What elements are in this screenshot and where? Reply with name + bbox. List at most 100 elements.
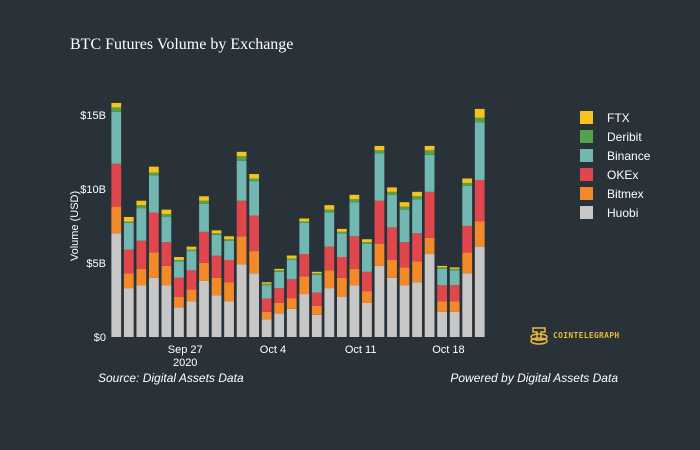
bar-segment-okex[interactable] <box>111 163 122 207</box>
bar-segment-deribit[interactable] <box>474 117 485 123</box>
bar-segment-okex[interactable] <box>161 242 172 266</box>
bar-segment-deribit[interactable] <box>299 221 310 223</box>
bar-segment-huobi[interactable] <box>286 308 297 337</box>
legend-item-bitmex[interactable]: Bitmex <box>580 184 650 203</box>
bar-segment-okex[interactable] <box>412 233 422 262</box>
bar-segment-deribit[interactable] <box>324 209 335 213</box>
bar-segment-huobi[interactable] <box>236 264 247 337</box>
bar-segment-ftx[interactable] <box>387 187 397 192</box>
bar-segment-huobi[interactable] <box>211 295 222 337</box>
bar-segment-okex[interactable] <box>424 191 435 238</box>
bar-segment-ftx[interactable] <box>111 102 122 108</box>
bar-segment-huobi[interactable] <box>148 277 159 337</box>
bar-segment-okex[interactable] <box>474 179 485 222</box>
bar-segment-huobi[interactable] <box>249 273 260 337</box>
bar-segment-huobi[interactable] <box>311 314 322 337</box>
bar-segment-deribit[interactable] <box>387 191 397 195</box>
bar-segment-okex[interactable] <box>199 231 209 263</box>
bar-segment-deribit[interactable] <box>186 249 197 252</box>
bar-segment-ftx[interactable] <box>336 228 347 232</box>
bar-segment-huobi[interactable] <box>161 285 172 337</box>
bar-segment-binance[interactable] <box>174 261 184 278</box>
bar-segment-binance[interactable] <box>374 153 385 201</box>
bar-segment-huobi[interactable] <box>123 288 134 337</box>
bar-segment-okex[interactable] <box>123 249 134 274</box>
bar-segment-bitmex[interactable] <box>349 268 360 286</box>
bar-segment-bitmex[interactable] <box>412 261 422 283</box>
bar-segment-ftx[interactable] <box>462 178 473 183</box>
bar-segment-okex[interactable] <box>286 279 297 299</box>
bar-segment-okex[interactable] <box>449 285 460 302</box>
bar-segment-ftx[interactable] <box>186 246 197 250</box>
bar-segment-okex[interactable] <box>437 285 448 302</box>
bar-segment-deribit[interactable] <box>399 206 410 210</box>
bar-segment-binance[interactable] <box>449 270 460 286</box>
bar-segment-huobi[interactable] <box>462 273 473 337</box>
bar-segment-bitmex[interactable] <box>236 236 247 265</box>
bar-segment-deribit[interactable] <box>136 205 147 209</box>
bar-segment-binance[interactable] <box>311 274 322 293</box>
bar-segment-ftx[interactable] <box>412 191 422 197</box>
bar-segment-bitmex[interactable] <box>362 291 372 303</box>
bar-segment-deribit[interactable] <box>111 107 122 112</box>
bar-segment-bitmex[interactable] <box>161 265 172 286</box>
bar-segment-deribit[interactable] <box>437 267 448 269</box>
bar-segment-okex[interactable] <box>174 277 184 298</box>
bar-segment-ftx[interactable] <box>274 268 285 271</box>
bar-segment-binance[interactable] <box>274 271 285 289</box>
bar-segment-bitmex[interactable] <box>286 298 297 309</box>
bar-segment-huobi[interactable] <box>449 311 460 337</box>
bar-segment-okex[interactable] <box>236 200 247 237</box>
bar-segment-binance[interactable] <box>437 268 448 286</box>
bar-segment-binance[interactable] <box>261 285 272 299</box>
bar-segment-okex[interactable] <box>362 271 372 292</box>
bar-segment-bitmex[interactable] <box>249 251 260 274</box>
bar-segment-ftx[interactable] <box>136 200 147 206</box>
bar-segment-huobi[interactable] <box>362 302 372 337</box>
bar-segment-huobi[interactable] <box>136 285 147 337</box>
bar-segment-deribit[interactable] <box>224 239 234 241</box>
bar-segment-bitmex[interactable] <box>437 301 448 312</box>
bar-segment-ftx[interactable] <box>299 218 310 222</box>
bar-segment-binance[interactable] <box>249 181 260 216</box>
bar-segment-binance[interactable] <box>123 222 134 250</box>
bar-segment-deribit[interactable] <box>199 200 209 204</box>
bar-segment-bitmex[interactable] <box>449 301 460 312</box>
bar-segment-binance[interactable] <box>299 222 310 255</box>
legend-item-binance[interactable]: Binance <box>580 146 650 165</box>
bar-segment-bitmex[interactable] <box>474 221 485 247</box>
bar-segment-huobi[interactable] <box>224 301 234 337</box>
bar-segment-deribit[interactable] <box>362 242 372 244</box>
bar-segment-deribit[interactable] <box>236 156 247 161</box>
bar-segment-bitmex[interactable] <box>199 262 209 281</box>
bar-segment-bitmex[interactable] <box>299 276 310 295</box>
bar-segment-bitmex[interactable] <box>186 289 197 302</box>
bar-segment-binance[interactable] <box>136 208 147 241</box>
bar-segment-binance[interactable] <box>211 234 222 256</box>
bar-segment-huobi[interactable] <box>437 311 448 337</box>
bar-segment-ftx[interactable] <box>161 209 172 215</box>
bar-segment-ftx[interactable] <box>324 205 335 210</box>
bar-segment-deribit[interactable] <box>161 214 172 218</box>
bar-segment-okex[interactable] <box>211 255 222 278</box>
bar-segment-okex[interactable] <box>399 242 410 268</box>
bar-segment-binance[interactable] <box>462 185 473 226</box>
bar-segment-binance[interactable] <box>336 233 347 258</box>
bar-segment-ftx[interactable] <box>174 257 184 260</box>
bar-segment-okex[interactable] <box>336 257 347 278</box>
bar-segment-huobi[interactable] <box>424 254 435 337</box>
bar-segment-okex[interactable] <box>387 227 397 260</box>
bar-segment-bitmex[interactable] <box>136 268 147 286</box>
bar-segment-bitmex[interactable] <box>111 206 122 234</box>
bar-segment-deribit[interactable] <box>374 150 385 154</box>
bar-segment-okex[interactable] <box>261 298 272 312</box>
bar-segment-bitmex[interactable] <box>424 237 435 255</box>
bar-segment-huobi[interactable] <box>336 297 347 337</box>
bar-segment-binance[interactable] <box>186 251 197 271</box>
bar-segment-ftx[interactable] <box>249 174 260 179</box>
bar-segment-bitmex[interactable] <box>261 311 272 320</box>
bar-segment-okex[interactable] <box>224 259 234 283</box>
bar-segment-binance[interactable] <box>387 194 397 228</box>
legend-item-okex[interactable]: OKEx <box>580 165 650 184</box>
bar-segment-okex[interactable] <box>274 288 285 303</box>
